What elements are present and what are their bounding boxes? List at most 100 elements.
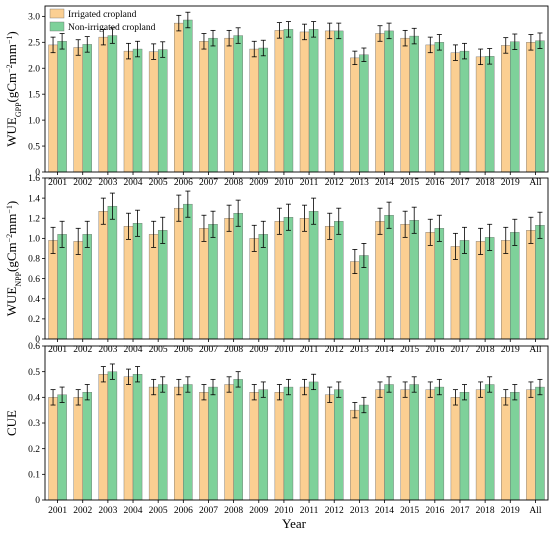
- x-tick-label: 2008: [224, 178, 243, 188]
- x-tick-label: 2003: [98, 345, 117, 355]
- x-tick-label: 2019: [501, 345, 520, 355]
- bar-irrigated-2015: [400, 37, 410, 173]
- x-tick-label: 2002: [73, 506, 92, 516]
- bar-irrigated-2019: [501, 240, 511, 340]
- y-tick-label: 1.6: [28, 174, 40, 184]
- bar-irrigated-2007: [199, 41, 209, 173]
- bar-irrigated-2003: [98, 374, 109, 501]
- y-label-main: WUE: [4, 117, 19, 147]
- y-label-unit: ): [4, 31, 19, 35]
- x-tick-label: 2017: [450, 506, 469, 516]
- chart-panels: 0 0.5 1.0 1.5 2.0 2.5 3.0 2001 2002 2003 2004 2005 2…: [4, 5, 549, 516]
- x-tick-label: 2003: [98, 178, 117, 188]
- y-tick-label: 1.5: [28, 90, 40, 100]
- bar-irrigated-2011: [299, 218, 310, 340]
- x-tick-label: 2009: [249, 178, 268, 188]
- x-tick-label: 2015: [400, 345, 419, 355]
- x-tick-label: 2018: [476, 178, 495, 188]
- x-tick-label: 2001: [48, 345, 67, 355]
- y-axis-label: WUENPP(gCm−2mm−1): [4, 201, 23, 317]
- x-tick-label: 2010: [274, 506, 293, 516]
- bar-non-irrigated-2011: [308, 29, 319, 173]
- bar-irrigated-2015: [400, 224, 410, 340]
- bar-non-irrigated-2004: [132, 223, 143, 340]
- y-label-unit: mm: [4, 214, 19, 234]
- bar-irrigated-2005: [148, 234, 159, 340]
- y-tick-label: 0.3: [28, 419, 40, 429]
- bar-non-irrigated-2018: [484, 384, 495, 501]
- x-tick-label: 2012: [325, 506, 344, 516]
- legend-label: Irrigated cropland: [68, 10, 137, 20]
- bar-irrigated-2011: [299, 386, 310, 501]
- bar-non-irrigated-2009: [258, 389, 269, 501]
- y-tick-label: 0: [35, 496, 40, 506]
- y-label-unit: ): [4, 201, 19, 205]
- y-tick-label: 0.8: [28, 255, 40, 265]
- x-tick-label: 2010: [274, 178, 293, 188]
- bar-non-irrigated-2004: [132, 48, 143, 173]
- x-tick-label: 2005: [149, 506, 168, 516]
- legend: Irrigated cropland Non-irrigated cropland: [49, 8, 156, 33]
- bar-irrigated-2010: [274, 221, 285, 340]
- y-label-main: CUE: [4, 410, 19, 436]
- x-tick-label: 2012: [325, 345, 344, 355]
- bar-irrigated-2018: [475, 56, 486, 173]
- bar-irrigated-2017: [450, 397, 461, 501]
- x-tick-label: 2011: [300, 345, 319, 355]
- y-tick-label: 3.0: [28, 13, 40, 23]
- bar-irrigated-2007: [199, 392, 209, 501]
- y-tick-label: 0.4: [28, 394, 40, 404]
- bar-irrigated-2006: [174, 386, 184, 501]
- y-tick-label: 0.4: [28, 295, 40, 305]
- bar-irrigated-2017: [450, 246, 461, 340]
- y-label-superscript: −2: [5, 64, 14, 73]
- bar-irrigated-2016: [425, 389, 436, 501]
- x-tick-label: 2019: [501, 506, 520, 516]
- x-tick-label: 2001: [48, 506, 67, 516]
- x-axis-label: Year: [282, 516, 307, 531]
- bar-irrigated-2002: [73, 241, 83, 340]
- bar-non-irrigated-2016: [434, 228, 445, 340]
- bar-irrigated-2012: [324, 226, 335, 340]
- y-tick-label: 0: [35, 335, 40, 345]
- plot-frame: [44, 345, 549, 501]
- x-tick-label: 2004: [124, 178, 143, 188]
- bar-non-irrigated-2014: [384, 215, 394, 340]
- chart-panel-3: 0 0.1 0.2 0.3 0.4 0.5 0.6 2001 2002 2003 2004 2005 2…: [4, 342, 549, 516]
- bar-non-irrigated-2008: [233, 213, 243, 340]
- bar-irrigated-2012: [324, 394, 335, 501]
- bar-irrigated-2016: [425, 44, 436, 173]
- bar-non-irrigated-2013: [359, 255, 369, 340]
- bar-irrigated-2008: [224, 37, 234, 173]
- x-tick-label: 2001: [48, 178, 67, 188]
- x-tick-label: 2014: [375, 345, 394, 355]
- bar-non-irrigated-2012: [334, 389, 344, 501]
- bar-irrigated-2002: [73, 397, 83, 501]
- bar-non-irrigated-2007: [208, 224, 218, 340]
- y-tick-label: 0.6: [28, 342, 40, 352]
- y-tick-label: 1.4: [28, 194, 40, 204]
- bar-non-irrigated-2019: [510, 41, 520, 173]
- x-tick-label: 2005: [149, 178, 168, 188]
- bar-non-irrigated-2015: [409, 35, 419, 173]
- x-tick-label: 2016: [425, 178, 444, 188]
- bar-irrigated-2004: [123, 226, 134, 340]
- x-tick-label: 2011: [300, 506, 319, 516]
- bar-non-irrigated-2007: [208, 37, 218, 173]
- bar-non-irrigated-2010: [283, 386, 294, 501]
- bar-irrigated-2009: [249, 392, 259, 501]
- y-tick-label: 2.5: [28, 39, 40, 49]
- bar-irrigated-2019: [501, 397, 511, 501]
- y-tick-label: 0.5: [28, 142, 40, 152]
- x-tick-label: 2007: [199, 345, 218, 355]
- y-tick-label: 0.2: [28, 445, 40, 455]
- bar-non-irrigated-2019: [510, 392, 520, 501]
- bar-non-irrigated-2001: [57, 394, 67, 501]
- bar-non-irrigated-2012: [334, 221, 344, 340]
- bar-irrigated-2018: [475, 241, 486, 340]
- bar-irrigated-2008: [224, 218, 234, 340]
- bar-non-irrigated-2003: [107, 371, 118, 501]
- bar-irrigated-2005: [148, 386, 159, 501]
- bar-non-irrigated-2011: [308, 211, 319, 340]
